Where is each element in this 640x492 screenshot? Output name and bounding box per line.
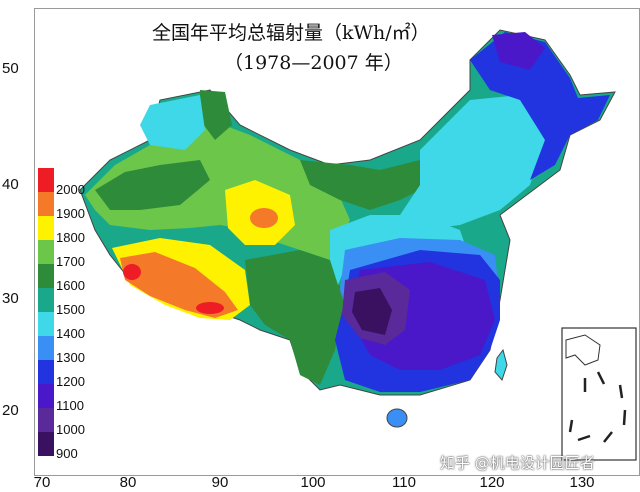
legend-swatch-1000 (38, 408, 54, 432)
region-cyan-northeast (400, 95, 545, 230)
region-orange-tibet (120, 252, 238, 318)
legend-label-1000: 1000 (56, 422, 85, 437)
island-taiwan (494, 348, 508, 381)
inset-dashes (568, 371, 627, 443)
legend-label-1100: 1100 (56, 398, 84, 413)
map-title: 全国年平均总辐射量（kWh/㎡） (152, 22, 430, 44)
legend-label-1200: 1200 (56, 374, 85, 389)
x-tick-100: 100 (300, 474, 326, 491)
x-tick-70: 70 (33, 474, 51, 491)
region-darkgreen-xinjiang (95, 160, 210, 210)
y-tick-30: 30 (2, 290, 19, 307)
x-tick-130: 130 (569, 474, 595, 491)
y-tick-50: 50 (2, 60, 19, 77)
legend-label-1700: 1700 (56, 254, 85, 269)
legend-label-900: 900 (56, 446, 78, 461)
legend-label-1300: 1300 (56, 350, 85, 365)
region-darkgreen-north (300, 160, 430, 210)
legend-swatch-1800 (38, 216, 54, 240)
south-china-sea-inset (561, 327, 637, 461)
legend-label-1600: 1600 (56, 278, 85, 293)
legend-swatch-1500 (38, 288, 54, 312)
legend-swatch-1700 (38, 240, 54, 264)
region-orange-qaidam (250, 208, 278, 228)
island-hainan (386, 408, 408, 428)
y-tick-20: 20 (2, 402, 19, 419)
legend-label-1400: 1400 (56, 326, 85, 341)
region-cyan-west (140, 95, 205, 150)
legend-swatch-1900 (38, 192, 54, 216)
legend-swatch-1400 (38, 312, 54, 336)
x-tick-120: 120 (479, 474, 505, 491)
region-blue-northeast (470, 32, 610, 180)
legend-swatch-1600 (38, 264, 54, 288)
legend-swatch-1100 (38, 384, 54, 408)
x-tick-90: 90 (211, 474, 229, 491)
x-tick-110: 110 (392, 474, 416, 491)
legend-swatch-1200 (38, 360, 54, 384)
legend-swatch-2000 (38, 168, 54, 192)
region-green-southwest (245, 250, 345, 385)
region-red-tibet-west (123, 264, 141, 280)
region-red-tibet-south (196, 302, 224, 314)
region-purple-northeast (492, 32, 545, 70)
legend-label-2000: 2000 (56, 182, 85, 197)
legend-label-1900: 1900 (56, 206, 85, 221)
x-tick-80: 80 (119, 474, 137, 491)
region-darkgreen-altai (200, 90, 232, 140)
map-subtitle: （1978—2007 年） (224, 52, 403, 74)
inset-coast (565, 334, 601, 366)
y-tick-40: 40 (2, 176, 19, 193)
region-darkviolet-sichuan (352, 288, 392, 335)
legend-swatch-1300 (38, 336, 54, 360)
legend-label-1500: 1500 (56, 302, 85, 317)
region-cyan-central (330, 215, 470, 285)
legend-swatch-900 (38, 432, 54, 456)
legend-label-1800: 1800 (56, 230, 85, 245)
watermark-text: 知乎 @机电设计园匠者 (440, 454, 595, 472)
